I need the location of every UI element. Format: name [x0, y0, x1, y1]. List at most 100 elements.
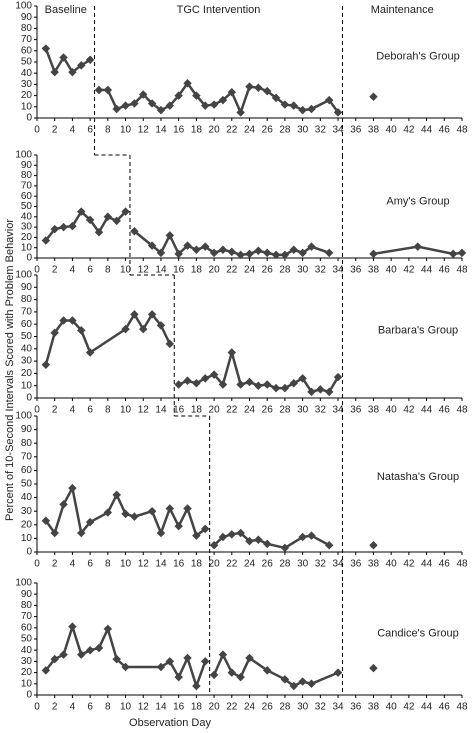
- data-point: [59, 53, 68, 62]
- x-tick-label: 16: [173, 702, 185, 713]
- data-point: [289, 681, 299, 691]
- x-tick-label: 16: [173, 265, 185, 276]
- data-point: [174, 249, 183, 259]
- x-tick-label: 48: [456, 559, 468, 570]
- data-point: [183, 79, 192, 88]
- x-tick-label: 12: [138, 125, 150, 136]
- data-line: [44, 48, 91, 75]
- x-tick-label: 42: [403, 405, 415, 416]
- data-point: [103, 85, 113, 95]
- data-point: [68, 67, 77, 77]
- data-point: [85, 348, 95, 357]
- x-tick-label: 0: [34, 559, 40, 570]
- x-tick-label: 32: [315, 405, 327, 416]
- data-point: [369, 540, 378, 550]
- x-tick-label: 10: [120, 125, 132, 136]
- data-point: [77, 650, 86, 659]
- data-point: [200, 242, 210, 251]
- data-point: [227, 247, 237, 257]
- data-point: [254, 246, 263, 256]
- data-point: [298, 677, 307, 686]
- data-point: [200, 101, 210, 110]
- x-tick-label: 24: [244, 265, 256, 276]
- y-tick-label: 70: [21, 307, 33, 318]
- data-point: [298, 532, 307, 542]
- x-tick-label: 2: [52, 265, 58, 276]
- data-point: [192, 91, 201, 100]
- y-axis-label: Percent of 10-Second Intervals Scored wi…: [4, 219, 16, 521]
- x-tick-label: 42: [403, 559, 415, 570]
- y-tick-label: 80: [21, 600, 33, 611]
- data-point: [121, 101, 130, 110]
- y-tick-label: 100: [15, 150, 32, 161]
- x-tick-label: 4: [70, 559, 76, 570]
- panel-title: Natasha's Group: [377, 471, 459, 483]
- x-tick-label: 38: [368, 125, 380, 136]
- x-tick-label: 30: [297, 559, 309, 570]
- data-point: [369, 663, 378, 673]
- panel-title: Amy's Group: [386, 195, 449, 207]
- data-point: [218, 245, 228, 255]
- data-point: [369, 92, 378, 101]
- y-tick-label: 10: [21, 242, 33, 253]
- x-tick-label: 4: [70, 265, 76, 276]
- x-tick-label: 26: [262, 405, 274, 416]
- data-point: [156, 321, 166, 330]
- x-tick-label: 12: [138, 405, 150, 416]
- data-point: [103, 212, 113, 222]
- data-point: [165, 101, 175, 110]
- data-point: [236, 108, 245, 117]
- y-tick-label: 70: [21, 611, 33, 622]
- x-tick-label: 38: [368, 265, 380, 276]
- x-tick-label: 46: [439, 559, 451, 570]
- y-tick-label: 20: [21, 90, 33, 101]
- data-point: [200, 657, 210, 666]
- data-point: [245, 82, 254, 91]
- data-point: [271, 250, 281, 260]
- x-tick-label: 48: [456, 265, 468, 276]
- data-point: [77, 207, 86, 216]
- x-tick-label: 36: [350, 702, 362, 713]
- data-point: [324, 540, 334, 550]
- x-tick-label: 16: [173, 125, 185, 136]
- x-tick-label: 18: [191, 265, 203, 276]
- x-tick-label: 2: [52, 559, 58, 570]
- x-tick-label: 44: [421, 265, 433, 276]
- x-tick-label: 20: [209, 559, 221, 570]
- y-tick-label: 30: [21, 79, 33, 90]
- data-point: [183, 653, 192, 663]
- x-tick-label: 26: [262, 702, 274, 713]
- data-point: [50, 67, 59, 77]
- data-point: [298, 105, 307, 115]
- panel-title: Deborah's Group: [376, 50, 459, 62]
- y-tick-label: 90: [21, 589, 33, 600]
- data-point: [254, 535, 263, 545]
- x-tick-label: 18: [191, 125, 203, 136]
- data-point: [324, 248, 334, 258]
- y-tick-label: 80: [21, 170, 33, 181]
- y-tick-label: 100: [15, 270, 32, 281]
- data-point: [209, 370, 219, 379]
- data-point: [77, 61, 86, 70]
- y-tick-label: 20: [21, 232, 33, 243]
- phase-label: Maintenance: [371, 4, 434, 16]
- x-tick-label: 20: [209, 405, 221, 416]
- y-tick-label: 60: [21, 622, 33, 633]
- y-tick-label: 40: [21, 645, 33, 656]
- data-point: [209, 100, 219, 109]
- x-tick-label: 6: [87, 125, 93, 136]
- x-tick-label: 0: [34, 702, 40, 713]
- data-point: [262, 666, 272, 675]
- x-tick-label: 40: [386, 265, 398, 276]
- data-point: [147, 99, 157, 108]
- data-point: [262, 86, 272, 96]
- data-point: [218, 650, 228, 659]
- data-point: [59, 650, 68, 659]
- data-point: [147, 241, 157, 250]
- data-point: [254, 381, 263, 390]
- x-tick-label: 8: [105, 405, 111, 416]
- data-point: [103, 624, 113, 634]
- x-tick-label: 24: [244, 405, 256, 416]
- x-tick-label: 26: [262, 559, 274, 570]
